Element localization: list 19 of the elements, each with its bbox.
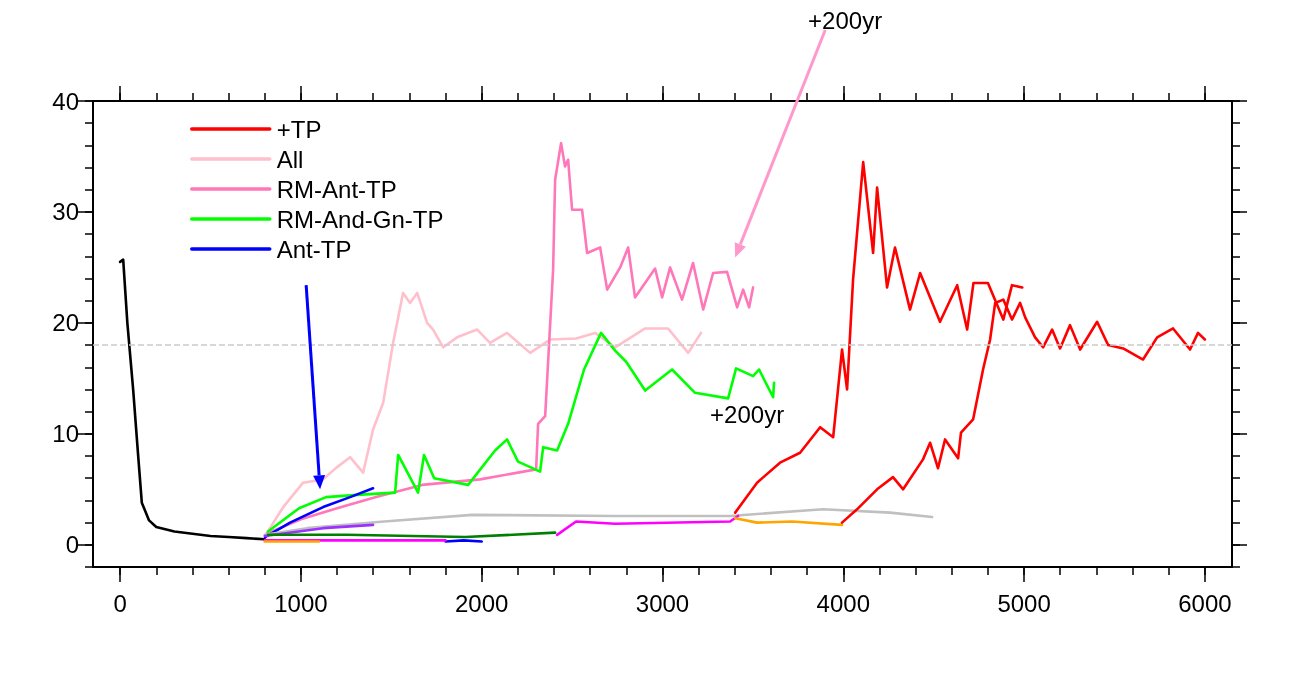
x-tick-label: 3000 [635,589,690,617]
legend-label: RM-And-Gn-TP [276,205,444,233]
x-tick-label: 2000 [455,589,509,617]
y-tick-label: 40 [52,87,79,115]
x-tick-label: 4000 [816,589,870,617]
y-tick-label: 30 [52,198,79,226]
text: +200yr [808,6,883,34]
y-tick-label: 20 [52,309,79,337]
x-tick-label: 1000 [274,589,328,617]
x-tick-label: 0 [113,589,127,617]
x-tick-label: 5000 [997,589,1051,617]
legend-label: Ant-TP [276,235,352,263]
legend-label: All [276,145,304,173]
y-tick-label: 10 [52,420,79,448]
annotation: +200yr [710,401,785,429]
legend-label: RM-Ant-TP [276,175,397,203]
x-tick-label: 6000 [1178,589,1232,617]
legend-label: +TP [276,115,322,143]
y-tick-label: 0 [65,531,79,559]
